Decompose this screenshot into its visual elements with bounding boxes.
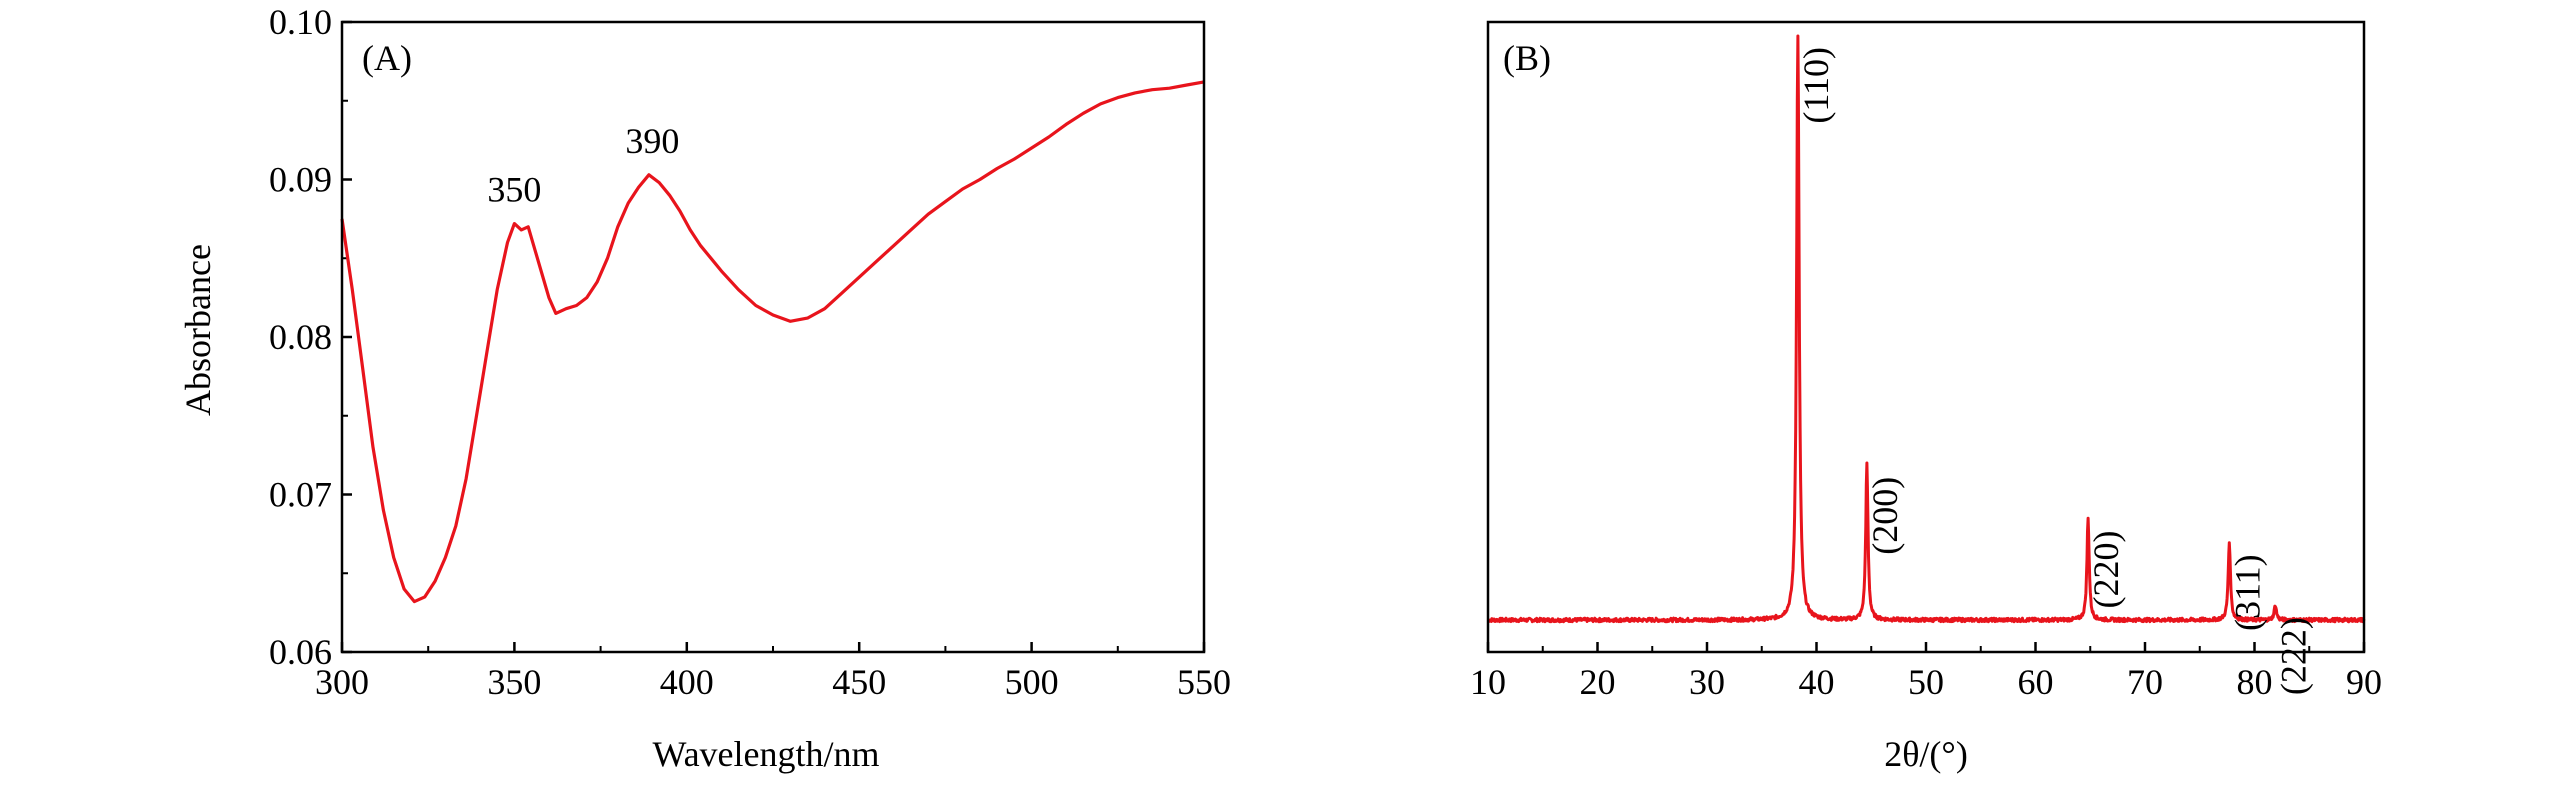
panel-a-y-tick-label: 0.08 [269,317,332,357]
panel-a-label: (A) [362,38,412,78]
panel-a-y-tick-label: 0.06 [269,632,332,672]
panel-b-x-tick-label: 10 [1470,662,1506,702]
panel-a-y-axis-label: Absorbance [178,244,218,416]
panel-b-x-axis-label: 2θ/(°) [1884,734,1968,774]
panel-b-xrd-chart: (B) 2θ/(°) 10 20 30 40 50 60 70 80 90 (110) (200)… [1470,20,2382,774]
panel-a-x-tick-label: 550 [1177,662,1231,702]
panel-b-x-tick-label: 70 [2127,662,2163,702]
panel-a-peak-annotation: 350 [487,170,541,210]
panel-a-x-axis-label: Wavelength/nm [652,734,879,774]
panel-a-y-tick-label: 0.10 [269,2,332,42]
panel-b-x-tick-label: 60 [2018,662,2054,702]
panel-a-x-tick-label: 500 [1005,662,1059,702]
panel-a-x-tick-label: 300 [315,662,369,702]
panel-b-plot-frame [1486,20,2366,654]
panel-b-x-tick-label: 50 [1908,662,1944,702]
panel-a-plot-area: 350 390 [340,80,1205,604]
panel-b-x-tick-label: 90 [2346,662,2382,702]
panel-a-x-tick-label: 450 [832,662,886,702]
panel-b-plot-area: (110) (200) (220) (311)(222) [1487,34,2366,695]
panel-b-peak-label: (220) [2086,531,2126,609]
panel-a-y-tick-label: 0.09 [269,160,332,200]
panel-b-series-line [1487,34,2366,624]
panel-a-ticks: 300 350 400 450 500 550 0.06 0.07 0.08 0.09 0.10 [269,2,1231,702]
panel-b-peak-label: (311) [2227,554,2267,631]
panel-b-x-tick-label: 80 [2237,662,2273,702]
panel-b-x-tick-label: 40 [1799,662,1835,702]
panel-a-series-line [340,80,1205,604]
panel-b-peak-label: (200) [1865,477,1905,555]
panel-a-y-tick-label: 0.07 [269,475,332,515]
panel-a-x-tick-label: 400 [660,662,714,702]
panel-b-x-tick-label: 20 [1580,662,1616,702]
panel-b-ticks: 10 20 30 40 50 60 70 80 90 [1470,642,2382,702]
panel-a-peak-annotation: 390 [625,121,679,161]
panel-a-x-tick-label: 350 [487,662,541,702]
panel-b-peak-label: (110) [1796,47,1836,124]
panel-a-absorbance-chart: (A) Wavelength/nm Absorbance 300 350 400 45… [178,2,1231,774]
panel-b-label: (B) [1503,38,1551,78]
panel-b-x-tick-label: 30 [1689,662,1725,702]
panel-a-plot-frame [340,20,1206,654]
panel-b-peak-label: (222) [2273,617,2313,695]
